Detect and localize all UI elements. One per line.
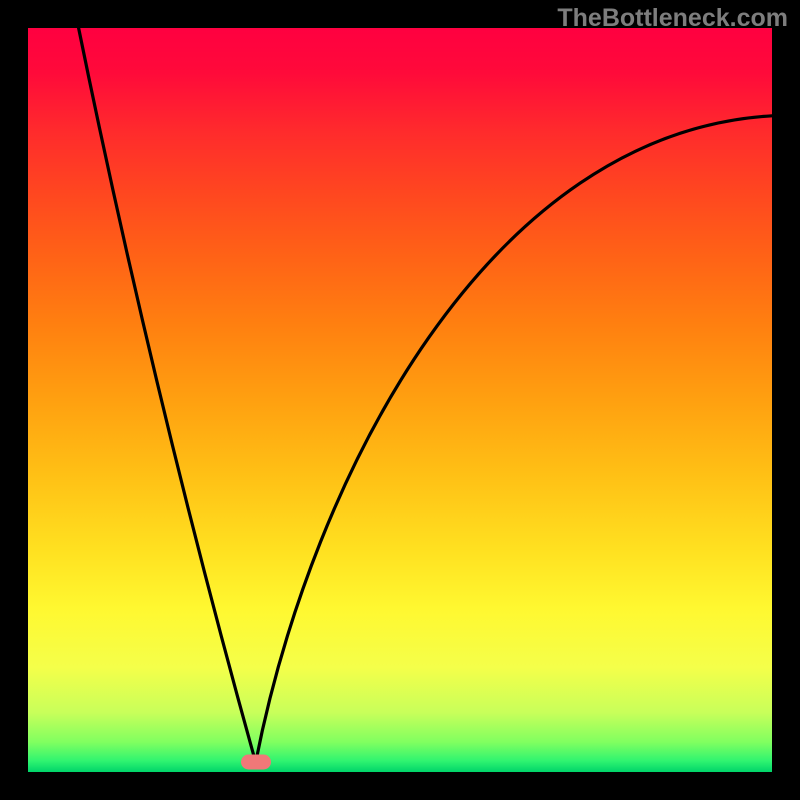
optimal-point-marker <box>241 755 271 770</box>
plot-area <box>28 28 772 772</box>
bottleneck-curve <box>28 28 772 772</box>
watermark-text: TheBottleneck.com <box>557 4 788 33</box>
chart-canvas: TheBottleneck.com <box>0 0 800 800</box>
